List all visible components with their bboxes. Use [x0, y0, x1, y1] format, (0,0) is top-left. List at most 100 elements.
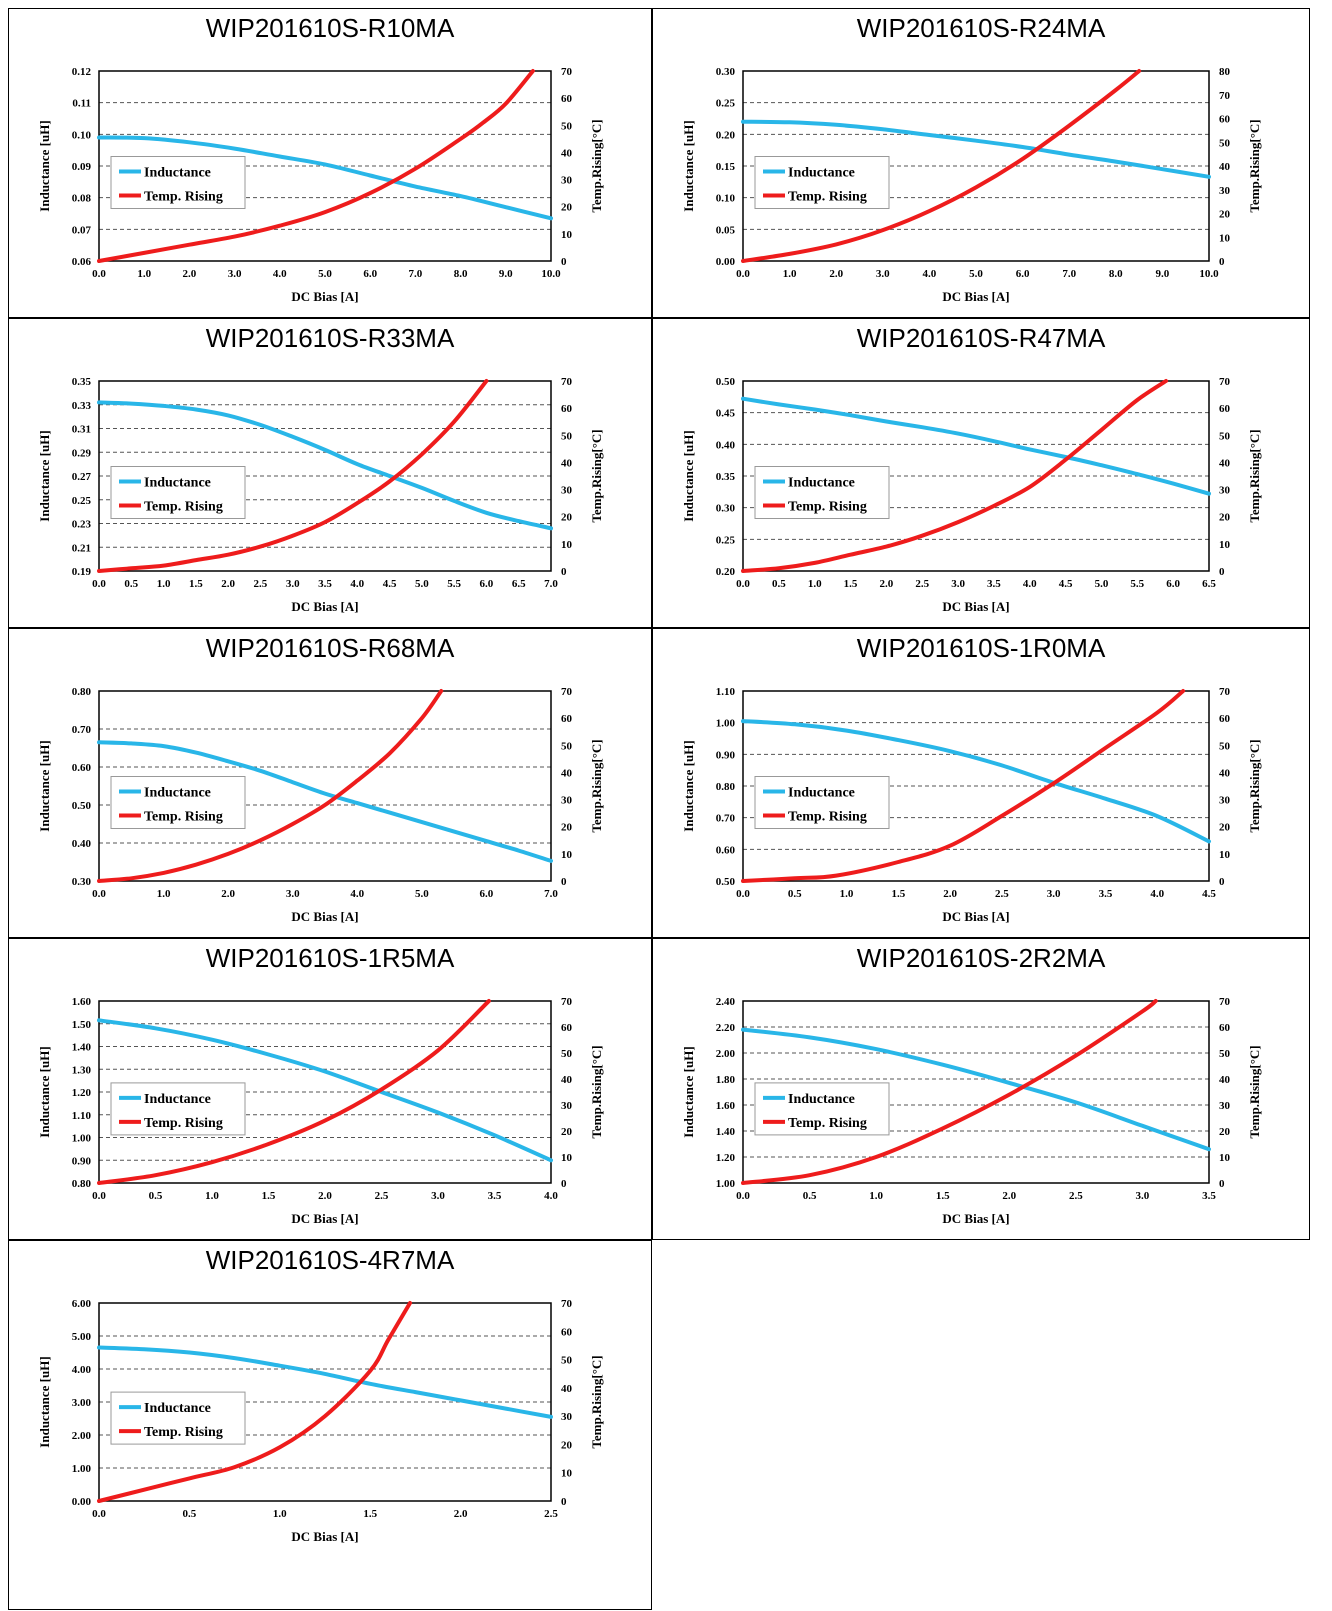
y2-tick-label: 10	[1219, 1152, 1231, 1164]
y-tick-label: 1.10	[72, 1110, 92, 1122]
chart-cell: WIP201610S-R47MA 0.20 0.25 0.30 0.35 0.40 0.45…	[652, 318, 1310, 628]
x-tick-label: 9.0	[499, 268, 513, 280]
y2-tick-label: 10	[561, 849, 573, 861]
y2-tick-label: 20	[1219, 1126, 1231, 1138]
chart-cell: WIP201610S-1R5MA 0.80 0.90 1.00 1.10 1.20 1.30…	[8, 938, 652, 1240]
y2-tick-label: 50	[561, 1355, 573, 1367]
legend-label: Inductance	[788, 1092, 855, 1107]
y2-tick-label: 20	[1219, 209, 1231, 221]
x-tick-label: 0.5	[803, 1190, 817, 1202]
y-tick-label: 1.60	[716, 1100, 736, 1112]
y-tick-label: 3.00	[72, 1397, 92, 1409]
y2-tick-label: 50	[1219, 430, 1231, 442]
x-tick-label: 0.0	[92, 268, 106, 280]
legend-label: Temp. Rising	[144, 1116, 223, 1131]
x-axis-title: DC Bias [A]	[291, 1211, 358, 1226]
y2-tick-label: 60	[561, 403, 573, 415]
legend-label: Inductance	[788, 476, 855, 491]
legend-label: Temp. Rising	[144, 190, 223, 205]
x-tick-label: 7.0	[544, 888, 558, 900]
y-tick-label: 2.00	[72, 1430, 92, 1442]
y-tick-label: 0.35	[72, 376, 92, 388]
y-tick-label: 1.20	[72, 1087, 92, 1099]
y2-tick-label: 40	[561, 767, 573, 779]
x-tick-label: 3.5	[1202, 1190, 1216, 1202]
x-tick-label: 6.0	[363, 268, 377, 280]
y-tick-label: 0.07	[72, 224, 92, 236]
legend-label: Temp. Rising	[788, 500, 867, 515]
y2-tick-label: 10	[1219, 232, 1231, 244]
y2-tick-label: 50	[1219, 1048, 1231, 1060]
inductance-line	[741, 719, 1211, 844]
temp-rising-line	[97, 1301, 412, 1503]
x-tick-label: 1.0	[157, 578, 171, 590]
x-tick-label: 7.0	[544, 578, 558, 590]
y2-tick-label: 40	[1219, 1074, 1231, 1086]
y-tick-label: 1.30	[72, 1064, 92, 1076]
y-tick-label: 1.00	[716, 718, 736, 730]
chart-cell: WIP201610S-4R7MA 0.00 1.00 2.00 3.00 4.00 5.00…	[8, 1240, 652, 1610]
y2-tick-label: 50	[1219, 740, 1231, 752]
y-tick-label: 2.40	[716, 996, 736, 1008]
y-tick-label: 0.60	[72, 762, 92, 774]
y-tick-label: 0.06	[72, 256, 92, 268]
y2-tick-label: 70	[1219, 376, 1231, 388]
x-tick-label: 1.5	[189, 578, 203, 590]
x-tick-label: 1.5	[262, 1190, 276, 1202]
y2-tick-label: 0	[561, 1496, 567, 1508]
y2-tick-label: 0	[1219, 1178, 1225, 1190]
x-tick-label: 0.0	[736, 888, 750, 900]
y2-tick-label: 20	[561, 202, 573, 214]
y-axis-title: Inductance [uH]	[681, 1046, 696, 1137]
y2-tick-label: 0	[1219, 256, 1225, 268]
y2-axis-title: Temp.Rising[°C]	[589, 1045, 604, 1138]
y2-tick-label: 70	[1219, 686, 1231, 698]
temp-rising-line	[741, 689, 1186, 883]
y2-tick-label: 60	[1219, 403, 1231, 415]
plot-frame	[98, 1000, 552, 1184]
y2-tick-label: 70	[1219, 90, 1231, 102]
x-tick-label: 0.0	[92, 1190, 106, 1202]
x-tick-label: 3.0	[951, 578, 965, 590]
y2-axis-title: Temp.Rising[°C]	[1247, 119, 1262, 212]
x-tick-label: 3.5	[318, 578, 332, 590]
x-tick-label: 3.0	[286, 888, 300, 900]
chart-svg: 0.19 0.21 0.23 0.25 0.27 0.29 0.31 0.33 0.35 0 10 2…	[37, 376, 604, 614]
x-tick-label: 0.5	[183, 1508, 197, 1520]
y-tick-label: 0.80	[72, 686, 92, 698]
x-tick-label: 2.5	[254, 578, 268, 590]
x-tick-label: 0.5	[772, 578, 786, 590]
x-tick-label: 5.0	[415, 578, 429, 590]
temp-rising-line	[741, 379, 1168, 573]
y2-tick-label: 70	[561, 996, 573, 1008]
y2-tick-label: 30	[561, 1100, 573, 1112]
x-tick-label: 0.5	[149, 1190, 163, 1202]
x-axis-title: DC Bias [A]	[942, 599, 1009, 614]
x-tick-label: 6.0	[480, 888, 494, 900]
x-axis-title: DC Bias [A]	[291, 909, 358, 924]
y-tick-label: 0.70	[72, 724, 92, 736]
y2-tick-label: 20	[561, 1439, 573, 1451]
y-tick-label: 1.00	[72, 1463, 92, 1475]
y-tick-label: 0.10	[72, 129, 92, 141]
x-tick-label: 1.5	[363, 1508, 377, 1520]
legend-label: Inductance	[788, 166, 855, 181]
y2-tick-label: 10	[561, 539, 573, 551]
y-axis-title: Inductance [uH]	[681, 430, 696, 521]
y2-tick-label: 0	[1219, 566, 1225, 578]
x-tick-label: 4.0	[350, 888, 364, 900]
y2-tick-label: 0	[561, 256, 567, 268]
x-tick-label: 1.5	[844, 578, 858, 590]
x-tick-label: 8.0	[1109, 268, 1123, 280]
y-axis-title: Inductance [uH]	[681, 120, 696, 211]
y-tick-label: 1.40	[716, 1126, 736, 1138]
x-tick-label: 2.0	[454, 1508, 468, 1520]
legend-box	[110, 776, 246, 829]
y-tick-label: 0.31	[72, 424, 91, 436]
x-axis-title: DC Bias [A]	[942, 1211, 1009, 1226]
x-tick-label: 0.0	[92, 888, 106, 900]
x-tick-label: 2.0	[318, 1190, 332, 1202]
chart-svg: 0.00 0.05 0.10 0.15 0.20 0.25 0.30 0 10 20 30 40 50 6…	[681, 66, 1262, 304]
x-tick-label: 1.0	[808, 578, 822, 590]
x-axis-title: DC Bias [A]	[291, 1529, 358, 1544]
